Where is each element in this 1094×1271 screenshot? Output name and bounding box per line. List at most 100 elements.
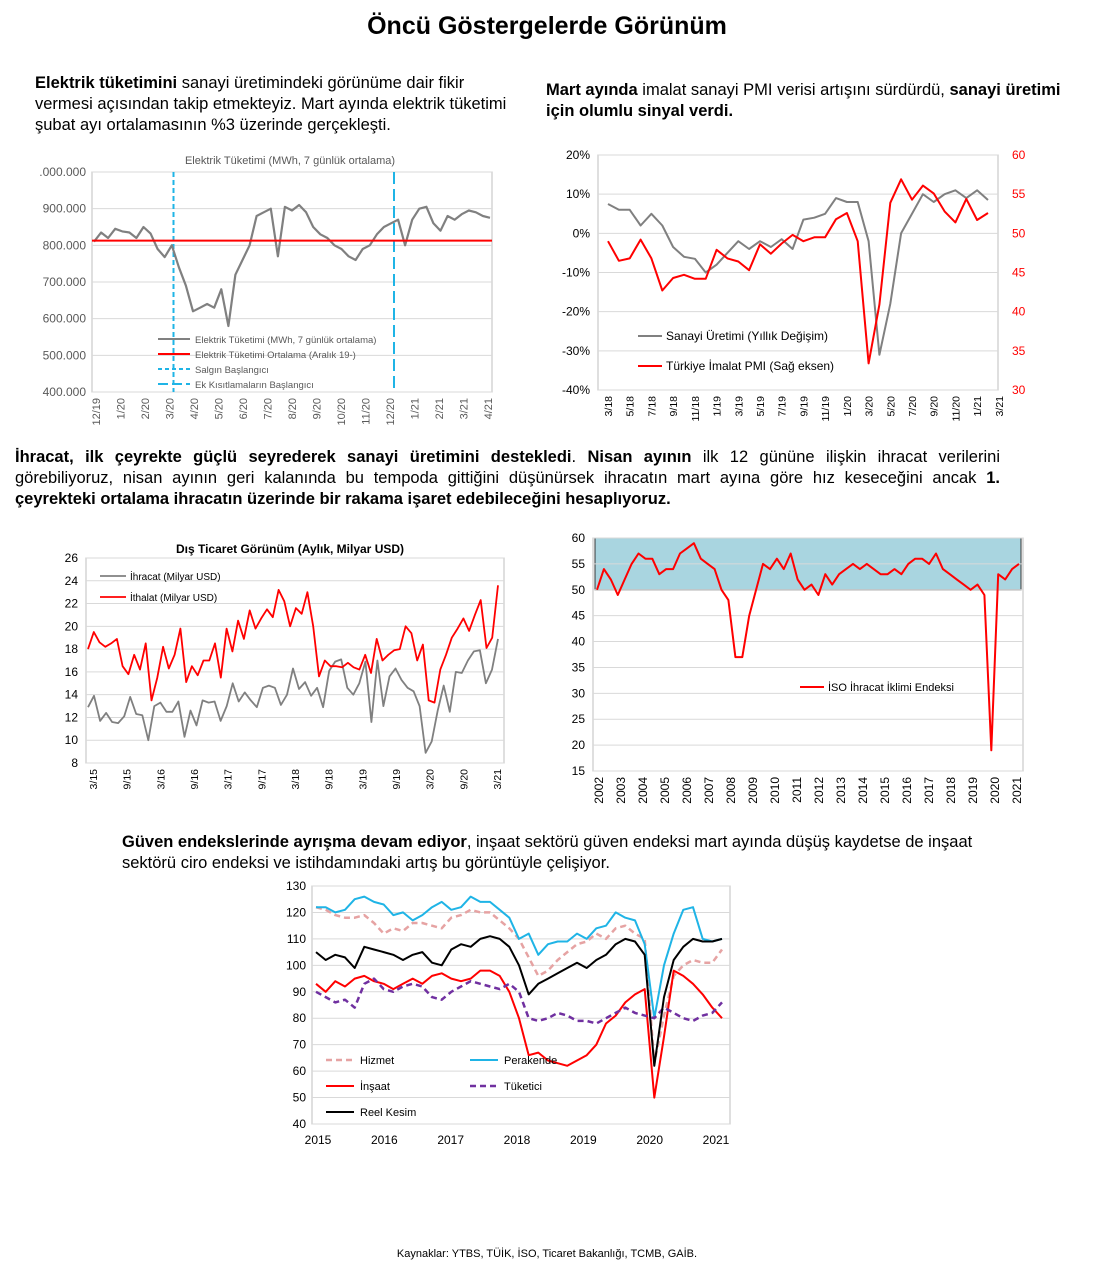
y-left-tick-label: 0% [573,226,591,240]
x-tick-label: 9/17 [256,769,268,790]
x-tick-label: 3/18 [603,396,615,417]
paragraph-confidence: Güven endekslerinde ayrışma devam ediyor… [122,832,1022,874]
y-tick-label: 20 [65,619,79,633]
y-tick-label: 900.000 [43,202,87,216]
y-tick-label: 600.000 [43,312,87,326]
x-tick-label: 12/19 [91,398,103,426]
x-tick-label: 2018 [944,777,958,804]
x-tick-label: 2019 [570,1133,597,1147]
paragraph-pmi: Mart ayında imalat sanayi PMI verisi art… [546,80,1076,122]
y-right-tick-label: 45 [1012,266,1026,280]
series-line-exports [87,638,499,754]
x-tick-label: 2003 [614,777,628,804]
y-tick-label: 26 [65,551,79,565]
chart-title: Dış Ticaret Görünüm (Aylık, Milyar USD) [176,542,404,556]
y-tick-label: 50 [293,1091,307,1105]
x-tick-label: 3/20 [425,769,437,790]
legend-label: İnşaat [360,1080,390,1093]
x-tick-label: 9/19 [798,396,810,417]
y-right-tick-label: 40 [1012,305,1026,319]
series-line-industrial-production [607,189,989,356]
y-tick-label: 20 [572,738,586,752]
text-run: imalat sanayi PMI verisi artışını sürdür… [637,81,950,99]
y-right-tick-label: 35 [1012,344,1026,358]
x-tick-label: 9/18 [668,396,680,417]
x-tick-label: 3/20 [864,396,876,417]
text-run: 1. çeyrekteki ortalama ihracatın üzerind… [15,469,1000,508]
text-run: Güven endekslerinde ayrışma devam ediyor [122,833,467,851]
x-tick-label: 11/18 [690,396,702,422]
chart-iso-export-climate: 15 20 25 30 35 40 45 50 55 60 2002 2003 2004 2005 200… [572,531,1024,804]
legend-label: Türkiye İmalat PMI (Sağ eksen) [666,359,834,373]
x-tick-label: 2018 [504,1133,531,1147]
legend-label: Salgın Başlangıcı [195,365,269,376]
y-tick-label: 90 [293,985,307,999]
x-tick-label: 2015 [305,1133,332,1147]
text-run: sanayi üretimindeki görünüme dair fikir … [35,74,507,134]
x-tick-label: 5/19 [755,396,767,417]
y-left-tick-label: -10% [562,266,590,280]
x-tick-label: 10/20 [336,398,348,426]
x-tick-label: 1/20 [116,398,128,419]
x-tick-label: 2008 [724,777,738,804]
x-tick-label: 2021 [703,1133,730,1147]
sources-footer: Kaynaklar: YTBS, TÜİK, İSO, Ticaret Baka… [396,1248,698,1260]
x-tick-label: 11/20 [361,398,373,425]
x-tick-label: 9/20 [312,398,324,419]
x-tick-label: 2012 [812,777,826,804]
chart-title: Elektrik Tüketimi (MWh, 7 günlük ortalam… [185,155,395,167]
page-title: Öncü Göstergelerde Görünüm [367,12,727,40]
y-tick-label: 1.000.000 [40,165,86,179]
y-tick-label: 800.000 [43,238,87,252]
text-run: Elektrik tüketimini [35,74,178,92]
x-tick-label: 9/15 [122,769,134,790]
y-tick-label: 130 [286,879,306,893]
x-tick-label: 9/20 [929,396,941,417]
y-tick-label: 30 [572,686,586,700]
x-tick-label: 3/16 [155,769,167,790]
text-run: İhracat, ilk çeyrekte güçlü seyrederek s… [15,448,572,466]
x-tick-label: 7/20 [263,398,275,419]
y-tick-label: 14 [65,688,79,702]
y-right-tick-label: 50 [1012,226,1026,240]
series-line-consumption [93,203,491,328]
x-tick-label: 7/18 [646,396,658,417]
series-line-iso [596,542,1020,752]
x-tick-label: 2006 [680,777,694,804]
x-tick-label: 2002 [592,777,606,804]
x-tick-label: 2013 [834,777,848,804]
y-tick-label: 70 [293,1038,307,1052]
series-line-reel-kesim [315,935,723,1067]
y-tick-label: 25 [572,712,586,726]
paragraph-exports: İhracat, ilk çeyrekte güçlü seyrederek s… [15,447,1000,510]
text-run: sanayi üretimi için olumlu sinyal verdi. [546,81,1061,120]
x-tick-label: 9/16 [189,769,201,790]
y-tick-label: 22 [65,597,79,611]
x-tick-label: 2017 [922,777,936,804]
x-tick-label: 1/21 [972,396,984,417]
x-tick-label: 11/19 [820,396,832,422]
x-tick-label: 2019 [966,777,980,804]
y-tick-label: 55 [572,557,586,571]
series-line-tuketici [315,977,723,1025]
text-run: Nisan ayının [587,448,692,466]
x-tick-label: 1/19 [712,396,724,417]
y-tick-label: 700.000 [43,275,87,289]
y-tick-label: 15 [572,764,586,778]
text-run: Mart ayında [546,81,638,99]
y-tick-label: 35 [572,660,586,674]
x-tick-label: 9/19 [391,769,403,790]
legend-label: Tüketici [504,1081,542,1093]
x-tick-label: 2014 [856,777,870,804]
x-tick-label: 2/20 [140,398,152,419]
chart-pmi: -40%-30%-20%-10%0%10%20% 30354045505560 … [562,148,1026,422]
y-tick-label: 40 [572,635,586,649]
y-tick-label: 12 [65,710,79,724]
y-left-tick-label: 10% [566,187,590,201]
y-tick-label: 16 [65,665,79,679]
x-tick-label: 1/20 [842,396,854,417]
y-tick-label: 120 [286,905,306,919]
x-tick-label: 3/21 [492,769,504,790]
x-tick-label: 2009 [746,777,760,804]
x-tick-label: 3/20 [165,398,177,419]
